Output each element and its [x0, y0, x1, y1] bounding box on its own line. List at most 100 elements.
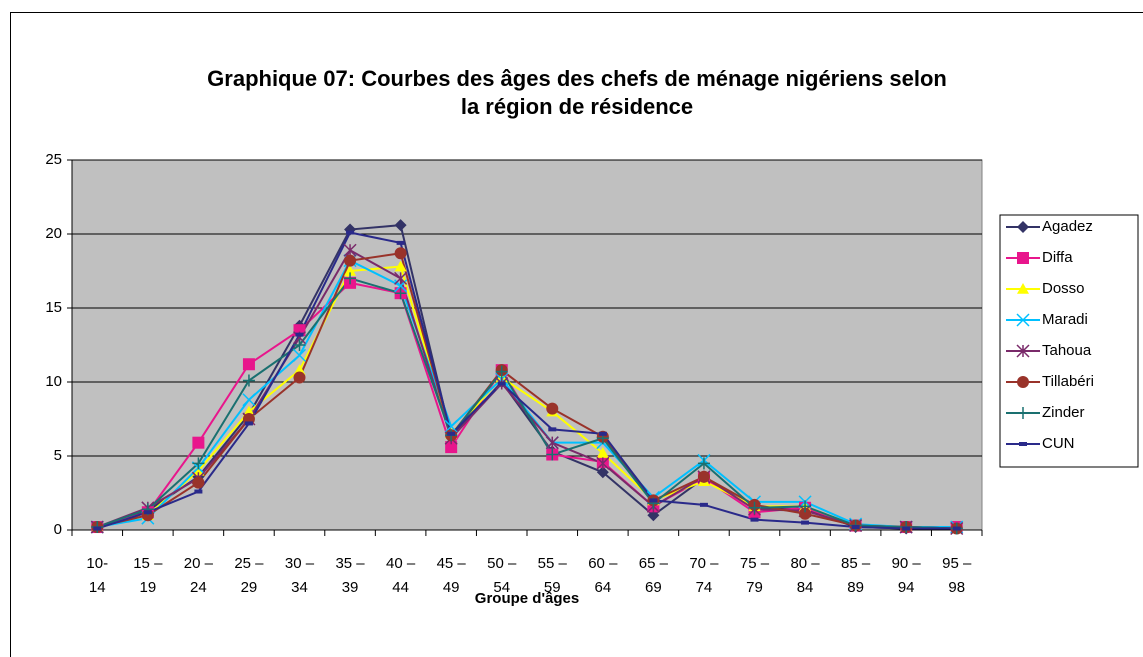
series-line	[97, 252, 957, 530]
x-tick-label: 70 –74	[689, 555, 719, 596]
data-point	[444, 419, 458, 433]
x-tick-label: 65 –69	[639, 555, 669, 596]
data-point	[242, 393, 256, 407]
x-tick-label: 20 –24	[184, 555, 214, 596]
data-point	[596, 456, 610, 470]
y-tick-label: 10	[45, 373, 62, 390]
y-tick-label: 5	[54, 447, 62, 464]
data-point	[596, 466, 609, 479]
data-point	[394, 247, 407, 260]
data-point	[244, 421, 253, 426]
data-point	[194, 489, 203, 494]
legend-marker	[1017, 252, 1029, 264]
x-tick-label: 30 –34	[285, 555, 315, 596]
data-point	[394, 271, 408, 285]
y-tick-label: 0	[54, 521, 62, 538]
data-point	[697, 457, 710, 470]
data-point	[242, 358, 255, 371]
data-point	[799, 500, 812, 513]
legend-label: Agadez	[1042, 218, 1093, 235]
series-line	[96, 231, 957, 530]
data-point	[394, 219, 407, 232]
data-point	[748, 501, 761, 514]
series-line	[97, 259, 957, 529]
x-tick-label: 15 –19	[133, 555, 163, 596]
data-point	[546, 402, 559, 415]
data-point	[699, 502, 708, 507]
legend-marker	[1016, 344, 1030, 358]
x-tick-label: 45 –49	[437, 555, 467, 596]
y-tick-label: 20	[45, 225, 62, 242]
data-point	[952, 526, 961, 531]
data-point	[801, 520, 810, 525]
data-point	[344, 265, 357, 276]
data-point	[143, 510, 152, 515]
data-point	[546, 448, 559, 461]
x-tick-label: 50 –54	[487, 555, 517, 596]
data-point	[750, 517, 759, 522]
data-point	[697, 470, 710, 483]
data-point	[344, 254, 357, 267]
data-point	[598, 431, 607, 436]
data-point	[346, 230, 355, 235]
x-tick-label: 75 –79	[740, 555, 770, 596]
x-tick-label: 10-14	[86, 555, 108, 596]
data-point	[799, 507, 812, 520]
data-point	[445, 441, 458, 454]
legend-marker	[1016, 313, 1030, 327]
plot-area	[71, 159, 983, 531]
y-tick-label: 15	[45, 299, 62, 316]
data-point	[649, 498, 658, 503]
data-point	[93, 526, 102, 531]
x-tick-label: 60 –64	[588, 555, 618, 596]
data-point	[295, 332, 304, 337]
legend-label: Tahoua	[1042, 342, 1092, 359]
legend-label: Dosso	[1042, 280, 1085, 297]
x-tick-label: 85 –89	[841, 555, 871, 596]
legend-marker	[1017, 376, 1029, 388]
data-point	[344, 272, 357, 285]
data-point	[596, 447, 609, 458]
data-point	[293, 371, 306, 384]
data-point	[394, 260, 407, 272]
chart-title: Graphique 07: Courbes des âges des chefs…	[207, 66, 947, 119]
series-line	[96, 277, 957, 530]
data-point	[497, 381, 506, 386]
data-point	[447, 431, 456, 436]
data-point	[548, 427, 557, 432]
x-tick-label: 40 –44	[386, 555, 416, 596]
data-point	[292, 348, 307, 362]
x-tick-label: 35 –39	[335, 555, 365, 596]
data-point	[343, 243, 357, 257]
data-point	[293, 364, 306, 375]
x-tick-label: 80 –84	[790, 555, 820, 596]
y-tick-label: 25	[45, 151, 62, 168]
legend-marker	[1017, 283, 1029, 294]
data-point	[396, 240, 405, 245]
legend-label: Maradi	[1042, 311, 1088, 328]
data-point	[192, 476, 205, 489]
legend-marker	[1017, 407, 1029, 419]
data-point	[902, 526, 911, 531]
legend-marker	[1017, 221, 1029, 233]
legend-label: CUN	[1042, 435, 1075, 452]
data-point	[242, 374, 255, 387]
data-point	[545, 436, 559, 450]
legend-label: Zinder	[1042, 404, 1085, 421]
x-tick-label: 55 –59	[538, 555, 568, 596]
data-point	[192, 436, 205, 449]
data-point	[192, 457, 205, 470]
x-tick-label: 25 –29	[234, 555, 264, 596]
legend-label: Tillabéri	[1042, 373, 1094, 390]
data-point	[495, 365, 508, 378]
legend-marker	[1019, 442, 1027, 446]
data-point	[394, 287, 407, 300]
data-point	[293, 339, 306, 351]
x-tick-label: 95 –98	[942, 555, 972, 596]
x-tick-label: 90 –94	[892, 555, 922, 596]
data-point	[192, 464, 205, 476]
x-axis-title: Groupe d'âges	[475, 590, 579, 607]
data-point	[851, 525, 860, 530]
legend-label: Diffa	[1042, 249, 1073, 266]
